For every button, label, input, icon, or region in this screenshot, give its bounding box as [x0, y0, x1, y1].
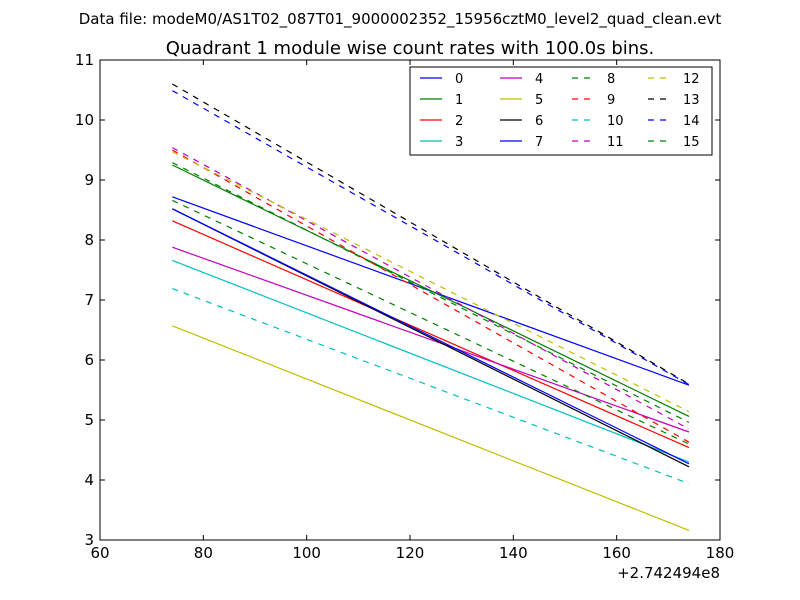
series-line-1	[172, 164, 690, 417]
legend-label-4: 4	[535, 72, 543, 87]
series-line-13	[172, 83, 690, 385]
series-line-3	[172, 259, 690, 463]
chart-title: Quadrant 1 module wise count rates with …	[166, 38, 655, 59]
plot-border	[99, 59, 721, 541]
y-tick-label: 9	[84, 171, 94, 189]
legend-label-11: 11	[607, 135, 624, 150]
legend-label-3: 3	[455, 135, 463, 150]
legend-label-10: 10	[607, 114, 624, 129]
x-tick-label: 60	[90, 544, 109, 562]
legend-label-5: 5	[535, 93, 543, 108]
y-tick-label: 11	[75, 51, 94, 69]
series-line-14	[172, 90, 690, 386]
series-line-12	[172, 151, 690, 413]
y-tick-label: 3	[84, 531, 94, 549]
series-line-15	[172, 162, 690, 423]
y-tick-label: 6	[84, 351, 94, 369]
legend-label-8: 8	[607, 72, 615, 87]
series-line-4	[172, 246, 690, 433]
chart-suptitle: Data file: modeM0/AS1T02_087T01_90000023…	[79, 10, 722, 29]
y-tick-label: 4	[84, 471, 94, 489]
legend-label-2: 2	[455, 114, 463, 129]
series-line-2	[172, 220, 690, 449]
legend-label-9: 9	[607, 93, 615, 108]
legend-label-6: 6	[535, 114, 543, 129]
y-tick-label: 10	[75, 111, 94, 129]
x-offset-label: +2.742494e8	[617, 564, 720, 582]
legend-label-0: 0	[455, 72, 463, 87]
series-line-7	[172, 208, 690, 465]
x-tick-label: 80	[194, 544, 213, 562]
legend-label-13: 13	[683, 93, 700, 108]
y-tick-label: 8	[84, 231, 94, 249]
x-tick-label: 160	[602, 544, 631, 562]
legend-label-14: 14	[683, 114, 700, 129]
legend-label-12: 12	[683, 72, 700, 87]
legend-label-7: 7	[535, 135, 543, 150]
y-tick-label: 5	[84, 411, 94, 429]
legend-box	[409, 66, 713, 156]
series-line-10	[172, 288, 690, 485]
x-tick-label: 180	[706, 544, 735, 562]
legend-label-1: 1	[455, 93, 463, 108]
x-tick-label: 120	[396, 544, 425, 562]
x-tick-label: 140	[499, 544, 528, 562]
series-layer	[172, 83, 690, 531]
x-tick-label: 100	[292, 544, 321, 562]
legend-label-15: 15	[683, 135, 700, 150]
series-line-5	[172, 325, 690, 531]
y-tick-label: 7	[84, 291, 94, 309]
series-line-9	[172, 149, 690, 443]
